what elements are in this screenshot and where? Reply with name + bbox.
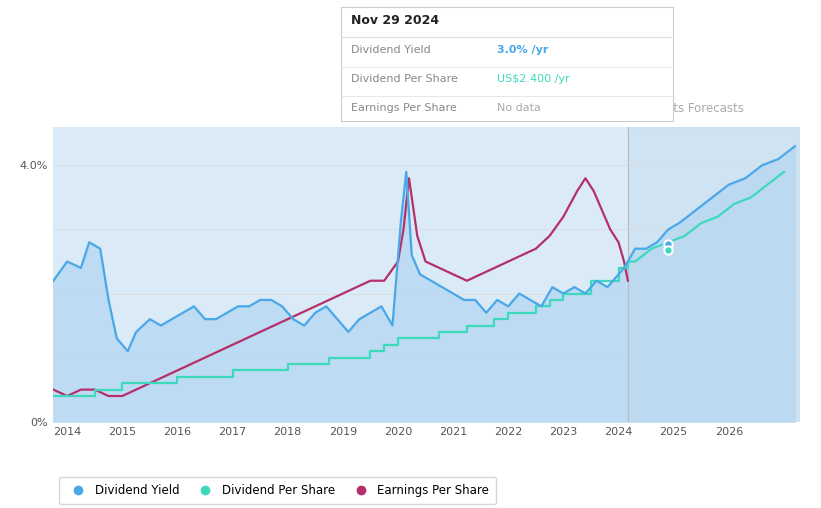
Text: No data: No data bbox=[497, 103, 540, 113]
Legend: Dividend Yield, Dividend Per Share, Earnings Per Share: Dividend Yield, Dividend Per Share, Earn… bbox=[59, 477, 497, 504]
Text: Analysts Forecasts: Analysts Forecasts bbox=[634, 102, 744, 115]
Text: Dividend Per Share: Dividend Per Share bbox=[351, 74, 457, 84]
Text: Earnings Per Share: Earnings Per Share bbox=[351, 103, 456, 113]
Bar bbox=[628, 127, 800, 422]
Text: US$2.400 /yr: US$2.400 /yr bbox=[497, 74, 569, 84]
Text: Nov 29 2024: Nov 29 2024 bbox=[351, 14, 438, 27]
Text: 3.0% /yr: 3.0% /yr bbox=[497, 45, 548, 55]
Text: Dividend Yield: Dividend Yield bbox=[351, 45, 430, 55]
Text: Past: Past bbox=[593, 102, 622, 115]
